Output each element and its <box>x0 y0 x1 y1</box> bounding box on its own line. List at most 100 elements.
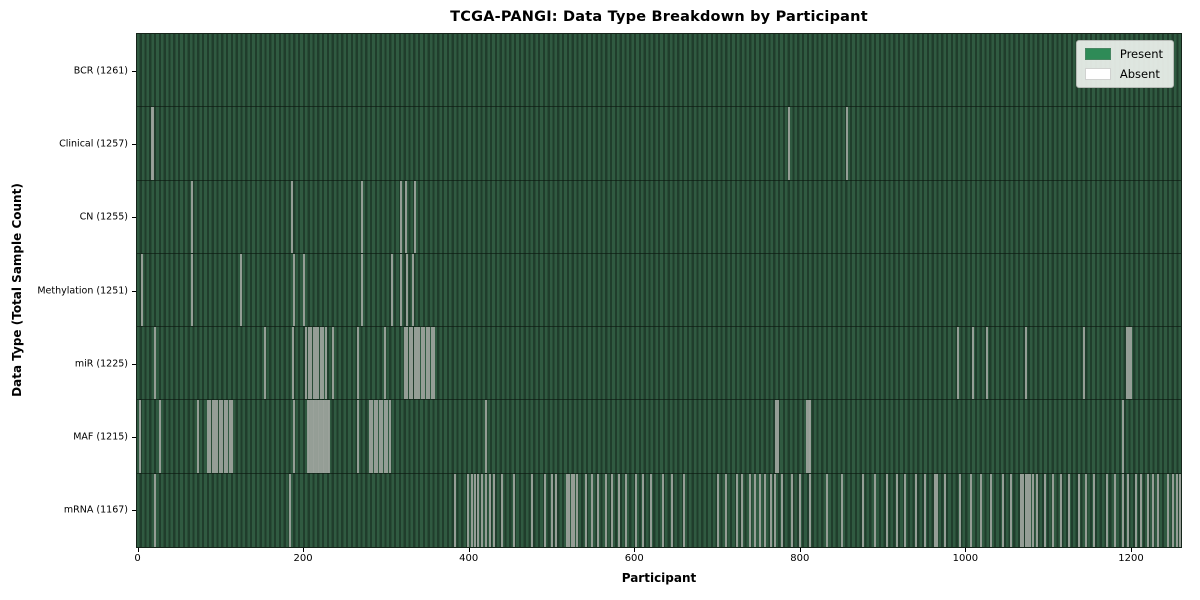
absent-stripe <box>470 473 473 547</box>
absent-stripe <box>840 473 843 547</box>
absent-stripe <box>791 473 794 547</box>
absent-stripe <box>944 473 947 547</box>
absent-stripe <box>226 400 229 473</box>
absent-stripe <box>400 180 403 253</box>
absent-stripe <box>423 327 426 400</box>
absent-stripe <box>477 473 480 547</box>
absent-stripe <box>873 473 876 547</box>
absent-stripe <box>310 400 313 473</box>
absent-stripe <box>319 400 322 473</box>
absent-stripe <box>575 473 578 547</box>
absent-stripe <box>425 327 428 400</box>
absent-stripe <box>1051 473 1054 547</box>
absent-stripe <box>1093 473 1096 547</box>
absent-stripe <box>1106 473 1109 547</box>
x-tick-label: 1200 <box>1118 553 1144 564</box>
absent-stripe <box>972 327 975 400</box>
y-tick-label-clinical: Clinical (1257) <box>59 138 128 150</box>
absent-stripe <box>158 400 161 473</box>
absent-stripe <box>484 400 487 473</box>
absent-stripe <box>308 400 311 473</box>
absent-stripe <box>1126 327 1129 400</box>
absent-stripe <box>373 400 376 473</box>
absent-stripe <box>1134 473 1137 547</box>
absent-stripe <box>1029 473 1032 547</box>
absent-stripe <box>408 327 411 400</box>
absent-stripe <box>555 473 558 547</box>
absent-stripe <box>985 327 988 400</box>
absent-stripe <box>315 327 317 400</box>
absent-stripe <box>406 327 409 400</box>
absent-stripe <box>413 327 416 400</box>
absent-stripe <box>770 473 773 547</box>
legend-swatch-absent-icon <box>1084 68 1111 80</box>
absent-stripe <box>1127 473 1130 547</box>
absent-stripe <box>332 327 335 400</box>
absent-stripe <box>403 327 406 400</box>
absent-stripe <box>368 400 371 473</box>
absent-stripe <box>1122 400 1125 473</box>
absent-stripe <box>1019 473 1022 547</box>
absent-stripe <box>488 473 491 547</box>
absent-stripe <box>313 400 316 473</box>
absent-stripe <box>388 400 391 473</box>
absent-stripe <box>959 473 962 547</box>
absent-stripe <box>590 473 593 547</box>
absent-stripe <box>763 473 766 547</box>
absent-stripe <box>758 473 761 547</box>
absent-stripe <box>886 473 889 547</box>
absent-stripe <box>635 473 638 547</box>
absent-stripe <box>1128 327 1130 400</box>
absent-stripe <box>661 473 664 547</box>
absent-stripe <box>736 473 739 547</box>
absent-stripe <box>1084 473 1087 547</box>
absent-stripe <box>218 400 221 473</box>
y-tick-mark <box>132 70 136 72</box>
legend-label-present: Present <box>1119 47 1163 61</box>
absent-stripe <box>1147 473 1150 547</box>
x-tick-mark <box>965 548 967 552</box>
absent-stripe <box>774 473 777 547</box>
absent-stripe <box>716 473 719 547</box>
absent-stripe <box>625 473 628 547</box>
absent-stripe <box>1129 327 1132 400</box>
y-tick-label-cn: CN (1255) <box>79 211 128 223</box>
absent-stripe <box>671 473 673 547</box>
absent-stripe <box>430 327 433 400</box>
x-tick-mark <box>1130 548 1132 552</box>
absent-stripe <box>413 180 416 253</box>
absent-stripe <box>1152 473 1155 547</box>
absent-stripe <box>493 473 495 547</box>
absent-stripe <box>650 473 653 547</box>
absent-stripe <box>724 473 727 547</box>
absent-stripe <box>1024 473 1027 547</box>
absent-stripe <box>310 327 313 400</box>
heatmap-row-maf <box>137 400 1181 474</box>
absent-stripe <box>467 473 470 547</box>
absent-stripe <box>799 473 802 547</box>
y-tick-label-methylation: Methylation (1251) <box>37 285 128 296</box>
absent-stripe <box>544 473 547 547</box>
absent-stripe <box>357 400 360 473</box>
absent-stripe <box>223 400 226 473</box>
absent-stripe <box>433 327 436 400</box>
absent-stripe <box>1166 473 1169 547</box>
x-tick-label: 600 <box>624 553 644 564</box>
absent-stripe <box>381 400 384 473</box>
absent-stripe <box>326 400 329 473</box>
absent-stripe <box>531 473 534 547</box>
x-tick-mark <box>303 548 305 552</box>
absent-stripe <box>1068 473 1071 547</box>
absent-stripe <box>307 327 310 400</box>
absent-stripe <box>311 400 314 473</box>
absent-stripe <box>845 107 848 180</box>
absent-stripe <box>597 473 600 547</box>
absent-stripe <box>216 400 219 473</box>
absent-stripe <box>584 473 587 547</box>
absent-stripe <box>1024 327 1027 400</box>
absent-stripe <box>565 473 568 547</box>
legend-item-absent: Absent <box>1084 67 1163 81</box>
absent-stripe <box>319 327 322 400</box>
absent-stripe <box>610 473 613 547</box>
y-tick-label-bcr: BCR (1261) <box>73 65 128 77</box>
